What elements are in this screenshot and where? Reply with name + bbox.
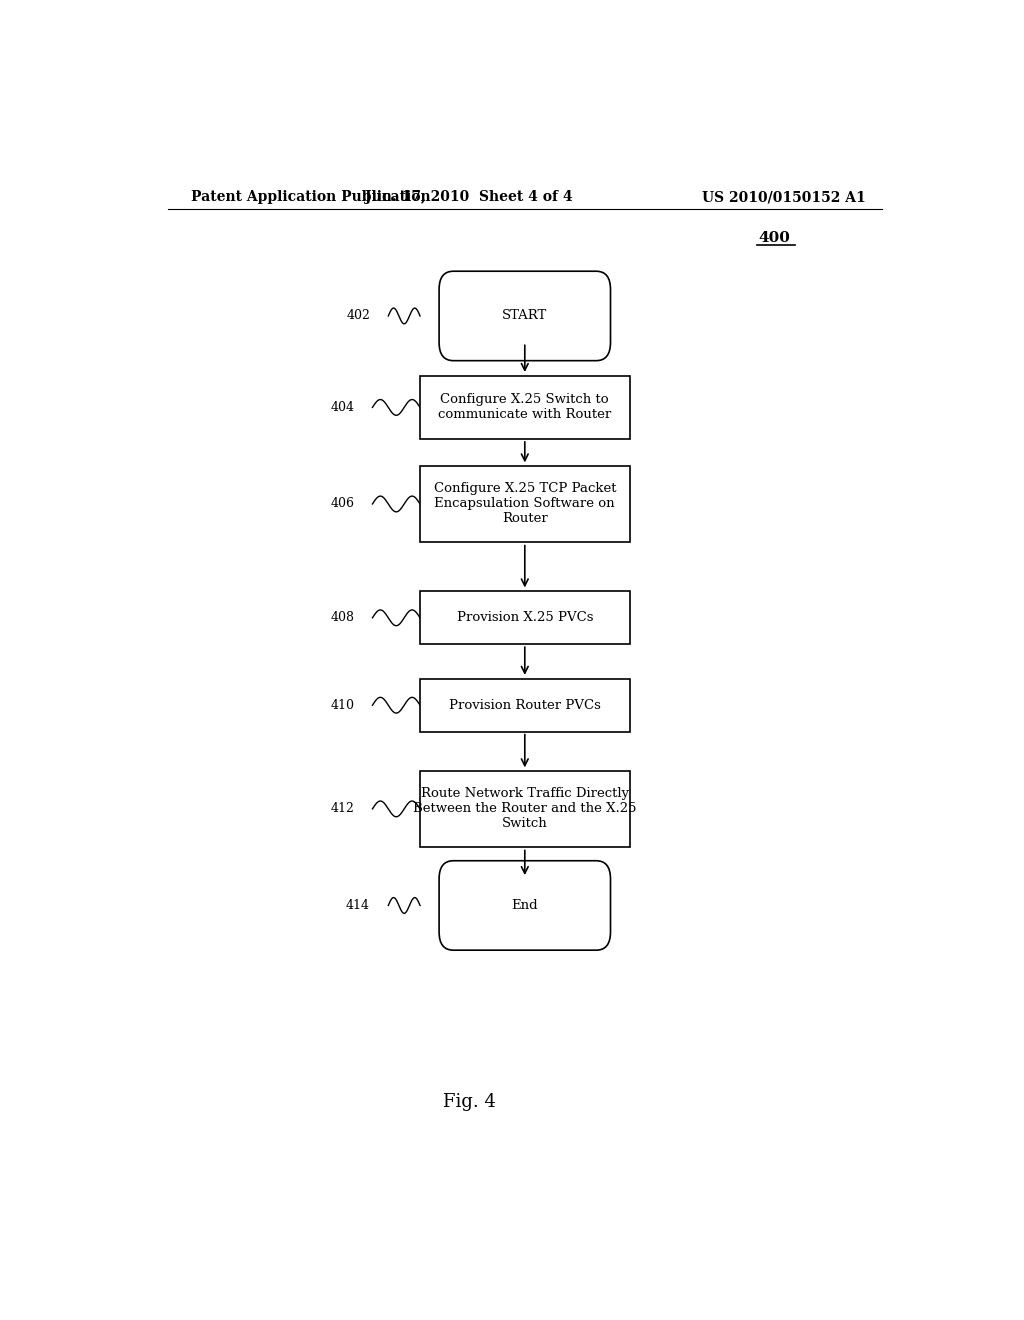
Text: 410: 410 [330, 698, 354, 711]
FancyBboxPatch shape [439, 861, 610, 950]
Text: 414: 414 [346, 899, 370, 912]
Text: Provision Router PVCs: Provision Router PVCs [449, 698, 601, 711]
Bar [420, 771, 630, 847]
Text: Fig. 4: Fig. 4 [442, 1093, 496, 1110]
Text: 400: 400 [759, 231, 791, 244]
Bar [420, 591, 630, 644]
Text: Patent Application Publication: Patent Application Publication [191, 190, 431, 205]
Text: 412: 412 [331, 803, 354, 816]
Text: Route Network Traffic Directly
Between the Router and the X.25
Switch: Route Network Traffic Directly Between t… [413, 788, 637, 830]
Text: US 2010/0150152 A1: US 2010/0150152 A1 [702, 190, 866, 205]
FancyBboxPatch shape [439, 271, 610, 360]
Text: 402: 402 [346, 309, 370, 322]
Bar [420, 678, 630, 731]
Text: End: End [511, 899, 539, 912]
Text: Configure X.25 TCP Packet
Encapsulation Software on
Router: Configure X.25 TCP Packet Encapsulation … [433, 483, 616, 525]
Text: Configure X.25 Switch to
communicate with Router: Configure X.25 Switch to communicate wit… [438, 393, 611, 421]
Text: 406: 406 [330, 498, 354, 511]
Bar [420, 466, 630, 543]
Text: 404: 404 [330, 401, 354, 414]
Text: 408: 408 [330, 611, 354, 624]
Text: Jun. 17, 2010  Sheet 4 of 4: Jun. 17, 2010 Sheet 4 of 4 [366, 190, 573, 205]
Bar [420, 376, 630, 440]
Text: Provision X.25 PVCs: Provision X.25 PVCs [457, 611, 593, 624]
Text: START: START [502, 309, 548, 322]
